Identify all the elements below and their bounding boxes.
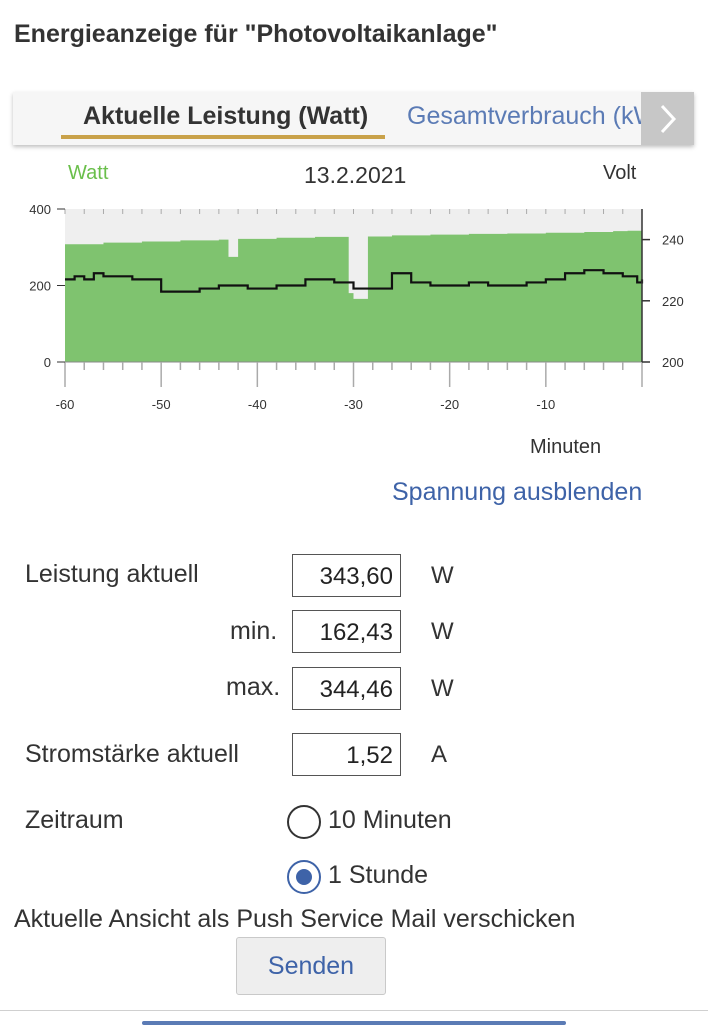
power-label: Leistung aktuell (25, 560, 199, 588)
right-axis-label: Volt (603, 162, 637, 184)
radio-10-minutes-label[interactable]: 10 Minuten (328, 806, 452, 834)
min-unit: W (431, 618, 454, 645)
max-value: 344,46 (292, 667, 401, 710)
power-value: 343,60 (292, 554, 401, 597)
timespan-label: Zeitraum (25, 806, 124, 834)
max-unit: W (431, 675, 454, 702)
current-label: Stromstärke aktuell (25, 740, 239, 768)
x-tick-label: -10 (536, 397, 555, 412)
series-watt-area (65, 230, 642, 362)
toggle-voltage-link[interactable]: Spannung ausblenden (392, 478, 643, 506)
y-left-tick-label: 200 (29, 279, 51, 294)
bottom-nav-bar (142, 1021, 566, 1025)
chevron-right-icon (660, 104, 676, 133)
power-unit: W (431, 562, 454, 589)
bottom-divider (0, 1010, 708, 1011)
radio-10-minutes[interactable] (287, 805, 321, 839)
x-tick-label: -60 (56, 397, 75, 412)
radio-1-hour[interactable] (287, 860, 321, 894)
radio-1-hour-label[interactable]: 1 Stunde (328, 861, 429, 889)
chart-date: 13.2.2021 (304, 162, 407, 188)
y-right-tick-label: 220 (662, 294, 684, 309)
left-axis-label: Watt (68, 162, 109, 184)
y-left-tick-label: 0 (44, 355, 51, 370)
x-tick-label: -40 (248, 397, 267, 412)
series-volt-line (65, 269, 644, 293)
min-label: min. (230, 617, 278, 645)
current-value: 1,52 (292, 733, 401, 776)
tab-total-consumption[interactable]: Gesamtverbrauch (kWh) (407, 102, 680, 130)
y-right-tick-label: 200 (662, 355, 684, 370)
y-left-tick-label: 400 (29, 202, 51, 217)
power-voltage-chart: -60 -50 -40 -30 -20 -10 0 200 400 200 220 240 (29, 202, 684, 412)
max-label: max. (226, 673, 281, 701)
x-tick-label: -30 (344, 397, 363, 412)
x-tick-label: -50 (152, 397, 171, 412)
page-title: Energieanzeige für "Photovoltaikanlage" (14, 20, 498, 48)
active-tab-indicator (61, 135, 385, 139)
tab-scroll-next-button[interactable] (641, 92, 694, 145)
push-mail-text: Aktuelle Ansicht als Push Service Mail v… (14, 905, 576, 933)
tab-bar: Aktuelle Leistung (Watt) Gesamtverbrauch… (13, 92, 694, 145)
tab-current-power[interactable]: Aktuelle Leistung (Watt) (83, 102, 369, 130)
x-axis-unit: Minuten (530, 436, 602, 458)
send-button[interactable]: Senden (236, 937, 386, 995)
y-right-tick-label: 240 (662, 233, 684, 248)
x-tick-label: -20 (440, 397, 459, 412)
current-unit: A (431, 741, 448, 768)
min-value: 162,43 (292, 610, 401, 653)
